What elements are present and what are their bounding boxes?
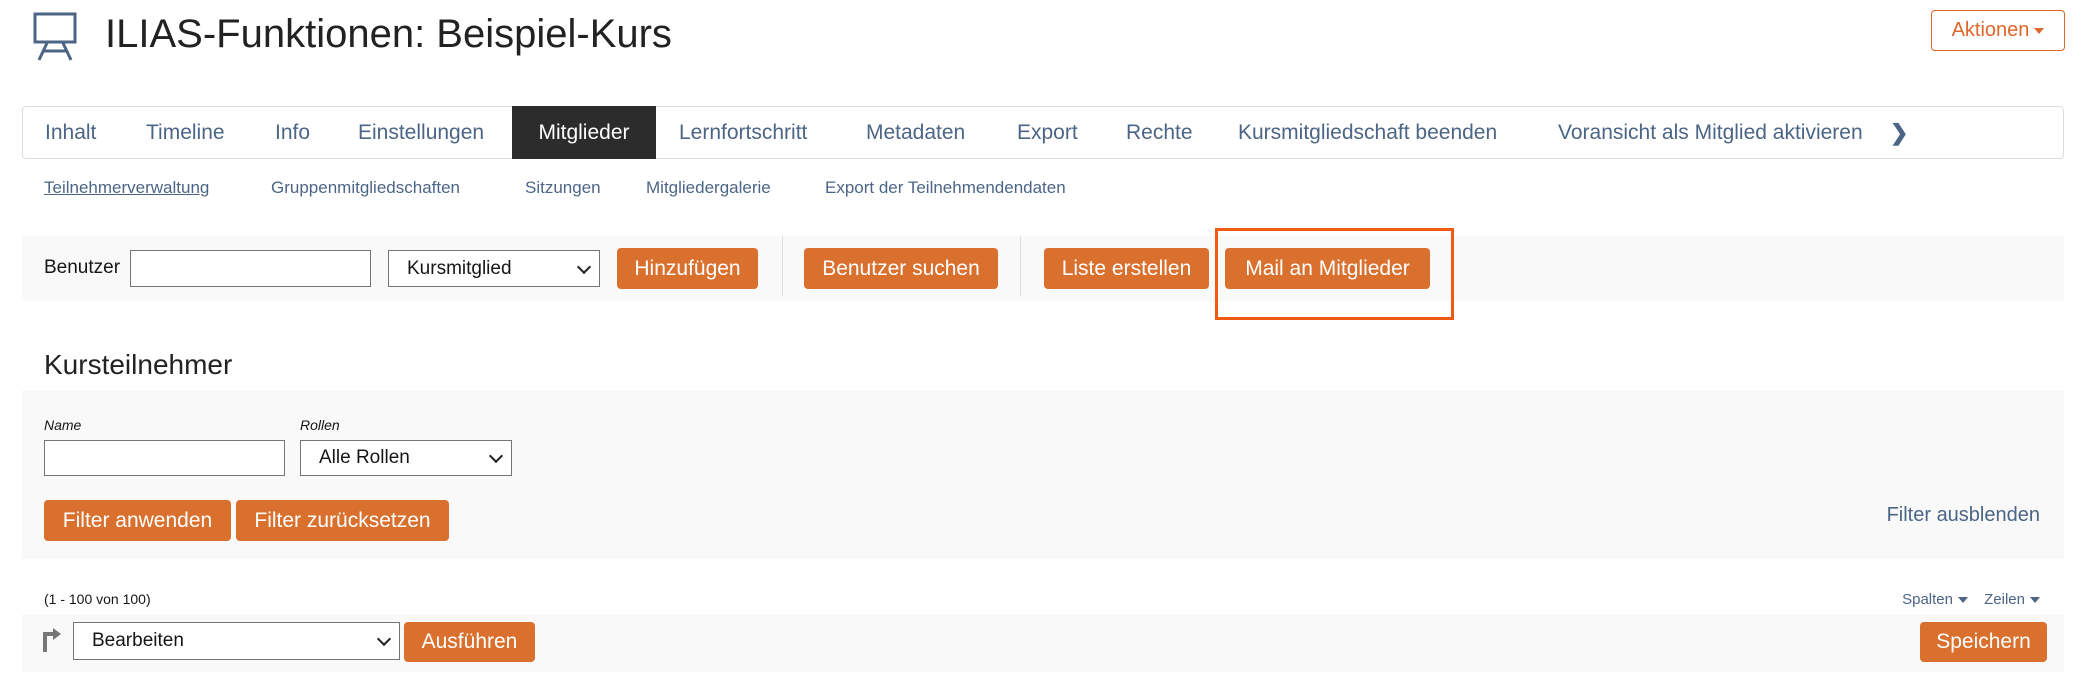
apply-filter-button[interactable]: Filter anwenden	[44, 500, 231, 541]
save-button[interactable]: Speichern	[1920, 622, 2047, 662]
actions-dropdown-button[interactable]: Aktionen	[1931, 10, 2065, 51]
name-filter-label: Name	[44, 417, 82, 433]
rows-label: Zeilen	[1984, 591, 2025, 608]
course-easel-icon	[33, 12, 77, 61]
user-label: Benutzer	[44, 257, 121, 278]
tab-mitglieder[interactable]: Mitglieder	[512, 106, 656, 159]
user-input[interactable]	[130, 250, 371, 287]
execute-button[interactable]: Ausführen	[404, 622, 535, 662]
actions-label: Aktionen	[1951, 19, 2030, 41]
roles-filter-select[interactable]: Alle Rollen	[300, 440, 512, 476]
tab-inhalt[interactable]: Inhalt	[45, 120, 97, 144]
mail-members-button[interactable]: Mail an Mitglieder	[1225, 248, 1430, 289]
section-title: Kursteilnehmer	[44, 349, 233, 380]
name-filter-input[interactable]	[44, 440, 285, 476]
subtab-sitzungen[interactable]: Sitzungen	[525, 178, 601, 197]
bulk-action-value: Bearbeiten	[92, 630, 184, 651]
caret-down-icon	[1957, 597, 1968, 604]
subtab-export-teilnehmendendaten[interactable]: Export der Teilnehmendendaten	[825, 178, 1066, 197]
tab-export[interactable]: Export	[1017, 120, 1078, 144]
chevron-down-icon	[576, 259, 592, 274]
chevron-down-icon	[376, 631, 392, 647]
rows-dropdown[interactable]: Zeilen	[1984, 591, 2040, 608]
subtab-teilnehmerverwaltung[interactable]: Teilnehmerverwaltung	[44, 178, 210, 197]
chevron-down-icon	[488, 448, 504, 464]
page-title: ILIAS-Funktionen: Beispiel-Kurs	[105, 12, 672, 56]
chevron-right-icon[interactable]: ❯	[1890, 119, 1909, 145]
bulk-action-select[interactable]: Bearbeiten	[73, 622, 400, 660]
highlight-box	[1215, 228, 1454, 320]
tab-info[interactable]: Info	[275, 120, 311, 144]
tab-kursmitgliedschaft-beenden[interactable]: Kursmitgliedschaft beenden	[1238, 120, 1498, 144]
add-button[interactable]: Hinzufügen	[617, 248, 758, 289]
tab-einstellungen[interactable]: Einstellungen	[358, 120, 485, 144]
role-select-value: Kursmitglied	[407, 257, 512, 279]
hide-filter-link[interactable]: Filter ausblenden	[1886, 504, 2040, 526]
columns-dropdown[interactable]: Spalten	[1902, 591, 1968, 608]
tab-rechte[interactable]: Rechte	[1126, 120, 1193, 144]
reset-filter-button[interactable]: Filter zurücksetzen	[236, 500, 449, 541]
toolbar-separator	[782, 236, 783, 296]
tab-bar	[22, 106, 2064, 159]
caret-down-icon	[2034, 27, 2045, 34]
table-view-controls: Spalten Zeilen	[1902, 591, 2040, 608]
columns-label: Spalten	[1902, 591, 1953, 608]
arrow-turn-right-icon	[43, 628, 61, 652]
subtab-mitgliedergalerie[interactable]: Mitgliedergalerie	[646, 178, 771, 197]
tab-voransicht[interactable]: Voransicht als Mitglied aktivieren	[1558, 120, 1863, 144]
caret-down-icon	[2030, 597, 2040, 604]
role-select[interactable]: Kursmitglied	[388, 250, 600, 287]
roles-filter-label: Rollen	[300, 417, 340, 433]
create-list-button[interactable]: Liste erstellen	[1044, 248, 1209, 289]
subtab-gruppenmitgliedschaften[interactable]: Gruppenmitgliedschaften	[271, 178, 461, 197]
search-users-button[interactable]: Benutzer suchen	[804, 248, 998, 289]
tab-timeline[interactable]: Timeline	[146, 120, 225, 144]
roles-filter-value: Alle Rollen	[319, 447, 410, 468]
tab-metadaten[interactable]: Metadaten	[866, 120, 966, 144]
toolbar-separator	[1020, 236, 1021, 296]
result-count: (1 - 100 von 100)	[44, 591, 151, 607]
tab-lernfortschritt[interactable]: Lernfortschritt	[679, 120, 808, 144]
